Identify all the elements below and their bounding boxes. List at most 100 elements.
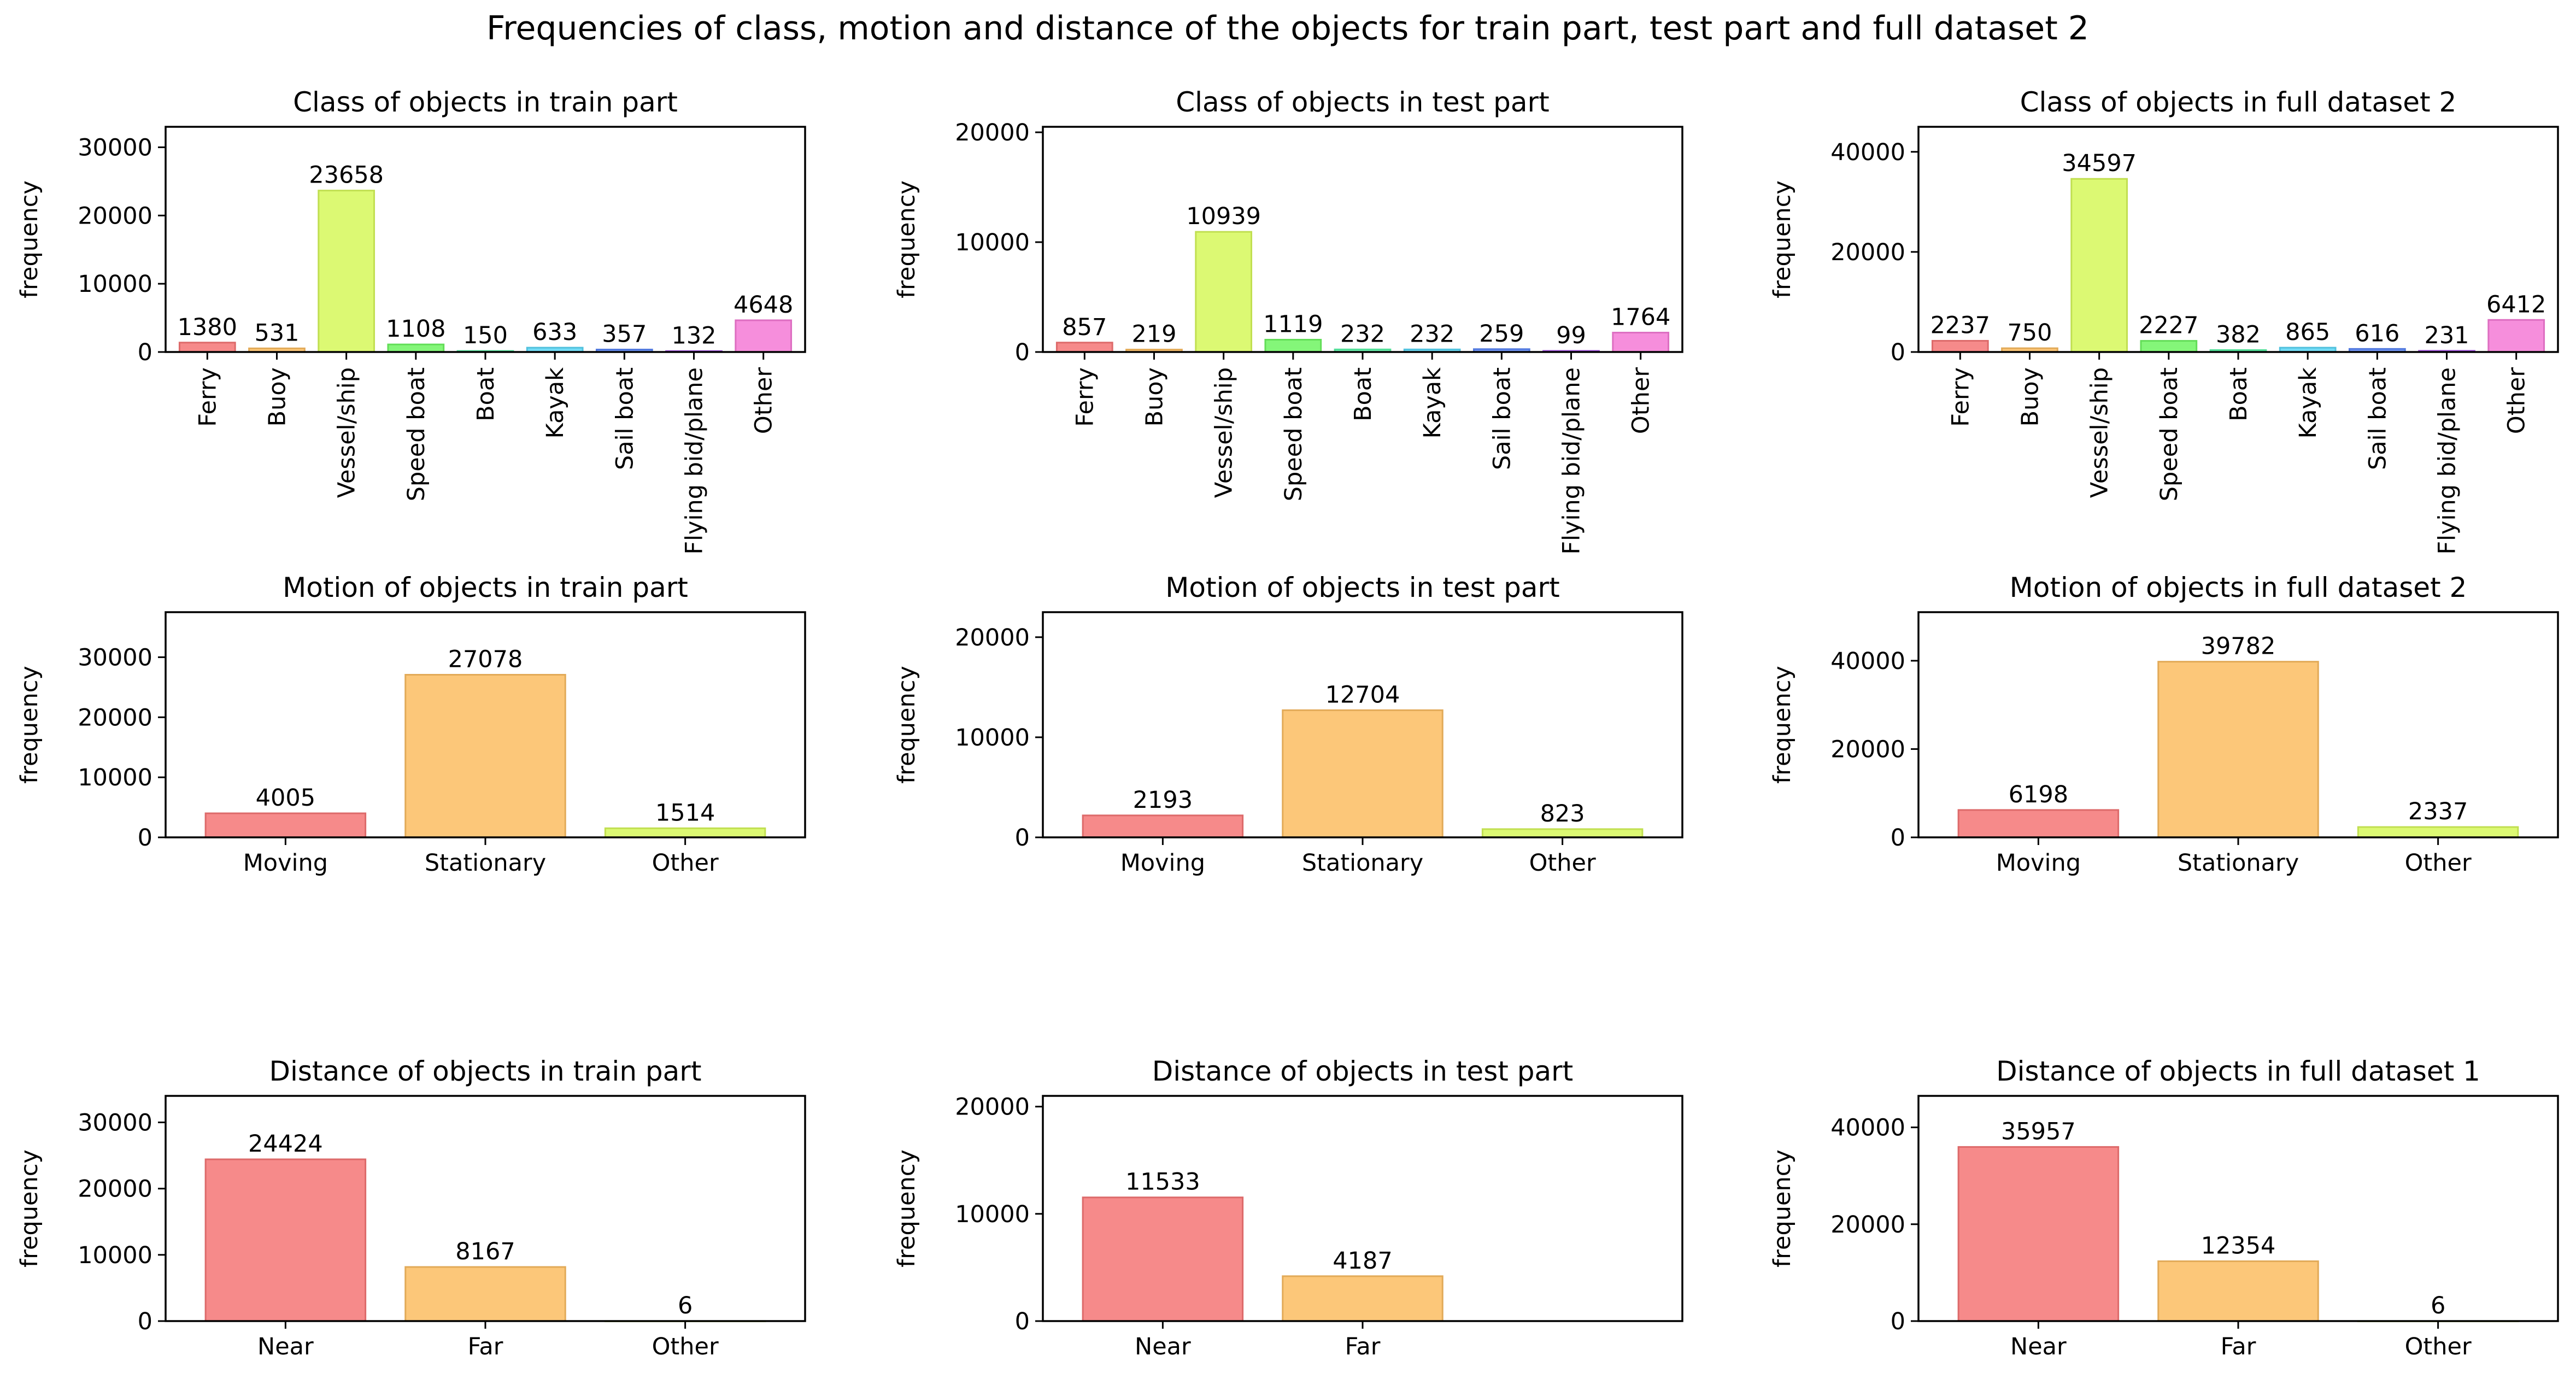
data-label: 99: [1556, 322, 1586, 349]
chart-7: Distance of objects in train part frequen…: [16, 1055, 806, 1360]
y-tick-label: 0: [1891, 1308, 1905, 1335]
data-label: 6198: [2009, 781, 2068, 808]
data-label: 35957: [2001, 1118, 2076, 1145]
y-tick-label: 30000: [78, 134, 152, 161]
x-tick-label: Speed boat: [1280, 367, 1307, 501]
data-label: 34597: [2062, 150, 2137, 177]
plot-frame: [165, 126, 806, 353]
bar: [318, 190, 375, 353]
bar: [1931, 340, 1989, 353]
x-tick-label: Far: [1345, 1333, 1381, 1360]
y-tick-label: 20000: [78, 1176, 152, 1203]
plot-frame: [1042, 1095, 1683, 1322]
x-tick-label: Moving: [243, 849, 328, 877]
bar: [2140, 340, 2198, 353]
x-tick-label: Speed boat: [403, 367, 430, 501]
bar: [178, 342, 236, 353]
chart-9: Distance of objects in full dataset 1 fre…: [1769, 1055, 2559, 1360]
bar: [735, 319, 793, 353]
bar: [2070, 178, 2128, 353]
chart-4: Motion of objects in train part frequency…: [16, 572, 806, 877]
bar: [1957, 1146, 2120, 1322]
y-tick-label: 0: [138, 824, 152, 852]
bar: [1264, 339, 1322, 353]
x-tick-label: Ferry: [1947, 367, 1974, 427]
data-label: 1380: [178, 314, 237, 341]
bar: [1082, 814, 1244, 838]
x-tick-label: Other: [750, 367, 778, 434]
data-label: 24424: [248, 1130, 323, 1158]
y-tick-label: 10000: [78, 764, 152, 791]
data-label: 633: [532, 319, 577, 346]
plot-frame: [1042, 611, 1683, 838]
x-tick-label: Moving: [1120, 849, 1205, 877]
chart-title: Motion of objects in test part: [1165, 572, 1559, 603]
data-label: 2227: [2139, 312, 2198, 339]
data-label: 6412: [2486, 291, 2546, 318]
y-axis-label: frequency: [1769, 666, 1796, 784]
data-label: 8167: [455, 1238, 515, 1265]
data-label: 27078: [448, 646, 523, 673]
plot-frame: [1917, 611, 2559, 838]
y-tick-label: 10000: [955, 229, 1030, 256]
y-tick-label: 10000: [955, 1201, 1030, 1228]
chart-title: Class of objects in train part: [293, 86, 678, 118]
data-label: 1764: [1611, 304, 1670, 331]
x-tick-label: Other: [2405, 1333, 2472, 1360]
y-tick-label: 40000: [1830, 1114, 1905, 1142]
x-tick-label: Other: [1628, 367, 1655, 434]
data-label: 2237: [1930, 312, 1990, 339]
x-tick-label: Other: [652, 849, 719, 877]
x-tick-label: Ferry: [1071, 367, 1099, 427]
chart-title: Distance of objects in full dataset 1: [1996, 1055, 2480, 1087]
bar: [1082, 1196, 1244, 1322]
chart-title: Class of objects in full dataset 2: [2020, 86, 2457, 118]
x-tick-label: Far: [2221, 1333, 2256, 1360]
data-label: 823: [1540, 800, 1585, 828]
y-tick-label: 0: [1015, 824, 1030, 852]
x-tick-label: Sail boat: [611, 367, 638, 470]
chart-title: Distance of objects in train part: [269, 1055, 702, 1087]
data-label: 11533: [1125, 1169, 1200, 1196]
x-tick-label: Near: [1135, 1333, 1191, 1360]
data-label: 531: [254, 319, 299, 347]
x-tick-label: Stationary: [1302, 849, 1423, 877]
data-label: 259: [1479, 320, 1524, 348]
figure-title: Frequencies of class, motion and distanc…: [486, 9, 2089, 48]
x-tick-label: Buoy: [2016, 367, 2044, 427]
chart-6: Motion of objects in full dataset 2 frequ…: [1769, 572, 2559, 877]
bar: [204, 812, 367, 838]
y-tick-label: 30000: [78, 1109, 152, 1136]
plot-frame: [165, 611, 806, 838]
y-tick-label: 0: [1891, 824, 1905, 852]
y-tick-label: 10000: [955, 724, 1030, 752]
x-tick-label: Other: [1529, 849, 1596, 877]
x-tick-label: Moving: [1996, 849, 2081, 877]
chart-title: Motion of objects in train part: [283, 572, 688, 603]
bar: [2357, 826, 2519, 838]
y-axis-label: frequency: [893, 180, 920, 298]
y-tick-label: 20000: [955, 1094, 1030, 1121]
x-tick-label: Near: [2010, 1333, 2067, 1360]
x-tick-label: Boat: [2225, 367, 2252, 421]
data-label: 2193: [1133, 787, 1193, 814]
x-tick-label: Flying bid/plane: [1558, 367, 1586, 555]
x-tick-label: Far: [468, 1333, 503, 1360]
bar: [1282, 1275, 1444, 1322]
y-axis-label: frequency: [16, 1149, 43, 1268]
x-tick-label: Kayak: [2295, 367, 2322, 439]
data-label: 150: [463, 322, 508, 349]
bar: [604, 827, 766, 838]
x-tick-label: Other: [652, 1333, 719, 1360]
plot-frame: [1917, 1095, 2559, 1322]
y-tick-label: 20000: [1830, 1211, 1905, 1239]
y-tick-label: 0: [1015, 1308, 1030, 1335]
x-tick-label: Near: [257, 1333, 314, 1360]
x-tick-label: Vessel/ship: [2086, 367, 2114, 498]
bar: [2157, 661, 2319, 838]
y-axis-label: frequency: [16, 666, 43, 784]
y-tick-label: 40000: [1830, 139, 1905, 166]
plot-frame: [1042, 126, 1683, 353]
y-tick-label: 10000: [78, 271, 152, 298]
